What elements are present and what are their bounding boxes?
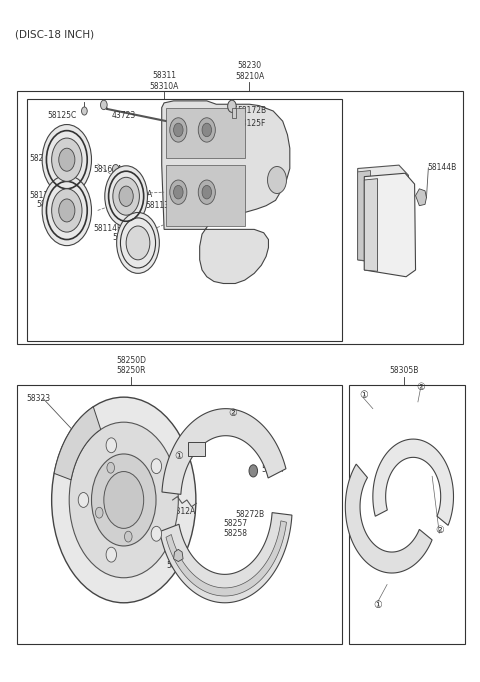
Circle shape	[59, 199, 75, 222]
Circle shape	[151, 459, 162, 473]
Polygon shape	[166, 521, 287, 596]
Text: 58250D
58250R: 58250D 58250R	[116, 356, 146, 376]
Circle shape	[267, 166, 287, 194]
Polygon shape	[364, 179, 378, 271]
Text: 58114A: 58114A	[124, 190, 153, 199]
Polygon shape	[364, 173, 416, 277]
Text: 58168A: 58168A	[93, 164, 122, 174]
Text: ②: ②	[435, 525, 444, 535]
Circle shape	[202, 186, 212, 199]
Text: ②: ②	[228, 409, 237, 418]
Text: 58114B: 58114B	[93, 224, 122, 233]
Circle shape	[228, 100, 236, 113]
Circle shape	[78, 492, 89, 507]
Text: 58144B: 58144B	[427, 163, 456, 173]
Text: 58113: 58113	[145, 201, 169, 210]
Text: 58172B: 58172B	[238, 106, 267, 115]
Text: 58323: 58323	[26, 394, 50, 403]
Polygon shape	[232, 108, 236, 118]
Circle shape	[96, 507, 103, 518]
Circle shape	[52, 138, 82, 181]
Text: 58305B: 58305B	[389, 366, 419, 376]
Circle shape	[126, 226, 150, 260]
Circle shape	[119, 186, 133, 207]
Circle shape	[174, 123, 183, 136]
Circle shape	[104, 471, 144, 529]
Text: 58114A: 58114A	[53, 169, 82, 179]
Polygon shape	[160, 513, 292, 603]
Text: 58235C: 58235C	[29, 154, 58, 163]
Polygon shape	[174, 549, 183, 561]
Text: 58235C: 58235C	[171, 204, 201, 213]
Text: ①: ①	[359, 390, 368, 400]
Circle shape	[106, 547, 117, 562]
Text: ②: ②	[416, 382, 425, 392]
Text: 58257: 58257	[223, 519, 248, 528]
Circle shape	[124, 531, 132, 542]
Polygon shape	[373, 439, 454, 525]
Polygon shape	[162, 101, 290, 284]
Polygon shape	[358, 165, 410, 267]
Circle shape	[198, 180, 216, 205]
Text: 58113A: 58113A	[36, 200, 65, 209]
Circle shape	[92, 454, 156, 546]
Circle shape	[106, 438, 117, 453]
Circle shape	[117, 213, 159, 273]
Text: 58114B: 58114B	[43, 209, 72, 218]
Polygon shape	[345, 464, 432, 573]
Circle shape	[170, 118, 187, 142]
Text: 58125F: 58125F	[238, 119, 266, 128]
Circle shape	[113, 177, 139, 216]
Polygon shape	[358, 170, 371, 261]
Circle shape	[42, 175, 92, 246]
Circle shape	[202, 123, 212, 136]
Circle shape	[112, 164, 119, 174]
Text: 58112C: 58112C	[124, 252, 153, 261]
Text: 58113: 58113	[46, 162, 70, 170]
Circle shape	[69, 422, 179, 578]
Circle shape	[174, 186, 183, 199]
Polygon shape	[188, 443, 205, 456]
Text: 25649: 25649	[182, 434, 206, 443]
Text: ①: ①	[373, 599, 382, 610]
Circle shape	[52, 189, 82, 232]
Polygon shape	[167, 165, 245, 226]
Circle shape	[52, 397, 196, 603]
Circle shape	[151, 527, 162, 542]
Polygon shape	[416, 189, 426, 206]
Circle shape	[59, 148, 75, 171]
Circle shape	[249, 465, 258, 477]
Text: 43723: 43723	[112, 110, 136, 119]
Text: 58112C: 58112C	[29, 191, 58, 200]
Circle shape	[198, 118, 216, 142]
Text: 58312A: 58312A	[167, 507, 196, 516]
Text: 58125C: 58125C	[47, 110, 76, 119]
Polygon shape	[162, 409, 286, 494]
Polygon shape	[54, 406, 101, 480]
Text: 58113A: 58113A	[112, 233, 141, 242]
Circle shape	[107, 462, 115, 473]
Circle shape	[42, 125, 92, 195]
Text: 58272B: 58272B	[235, 509, 264, 519]
Text: 58258: 58258	[223, 529, 247, 537]
Circle shape	[82, 107, 87, 115]
Circle shape	[170, 180, 187, 205]
Polygon shape	[167, 108, 245, 158]
Circle shape	[105, 166, 147, 226]
Text: (DISC-18 INCH): (DISC-18 INCH)	[14, 30, 94, 40]
Circle shape	[100, 100, 107, 110]
Text: 58311
58310A: 58311 58310A	[149, 72, 179, 91]
Text: ①: ①	[174, 451, 183, 461]
Text: 58302: 58302	[368, 184, 392, 193]
Text: 58230
58210A: 58230 58210A	[235, 61, 264, 80]
Text: 58277: 58277	[261, 465, 286, 474]
Text: 58268: 58268	[167, 561, 191, 570]
